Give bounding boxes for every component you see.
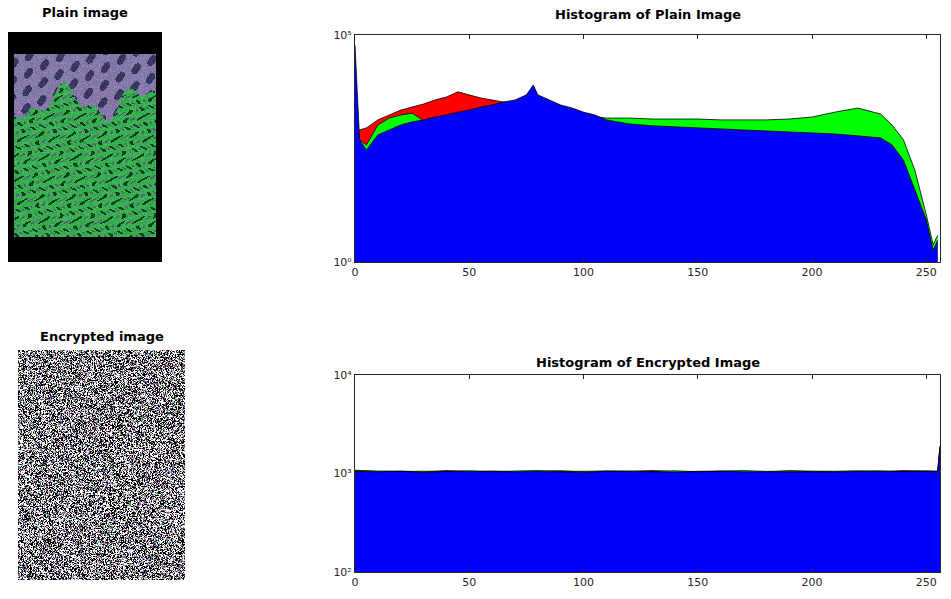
- svg-text:150: 150: [687, 266, 708, 279]
- svg-text:Plain image: Plain image: [42, 5, 128, 20]
- svg-text:200: 200: [802, 576, 823, 589]
- svg-text:250: 250: [916, 266, 937, 279]
- svg-text:200: 200: [802, 266, 823, 279]
- svg-text:250: 250: [916, 576, 937, 589]
- svg-text:0: 0: [352, 576, 359, 589]
- svg-text:10⁰: 10⁰: [333, 256, 352, 269]
- svg-text:10³: 10³: [333, 467, 351, 480]
- svg-text:50: 50: [462, 576, 476, 589]
- svg-text:10²: 10²: [333, 566, 351, 579]
- svg-text:100: 100: [573, 576, 594, 589]
- svg-text:Histogram of Plain Image: Histogram of Plain Image: [555, 7, 741, 22]
- svg-text:150: 150: [687, 576, 708, 589]
- svg-text:0: 0: [352, 266, 359, 279]
- svg-text:50: 50: [462, 266, 476, 279]
- svg-text:10⁴: 10⁴: [333, 369, 352, 382]
- svg-text:10⁵: 10⁵: [333, 29, 351, 42]
- svg-text:Histogram of Encrypted Image: Histogram of Encrypted Image: [536, 355, 760, 370]
- svg-text:100: 100: [573, 266, 594, 279]
- svg-text:Encrypted image: Encrypted image: [40, 329, 164, 344]
